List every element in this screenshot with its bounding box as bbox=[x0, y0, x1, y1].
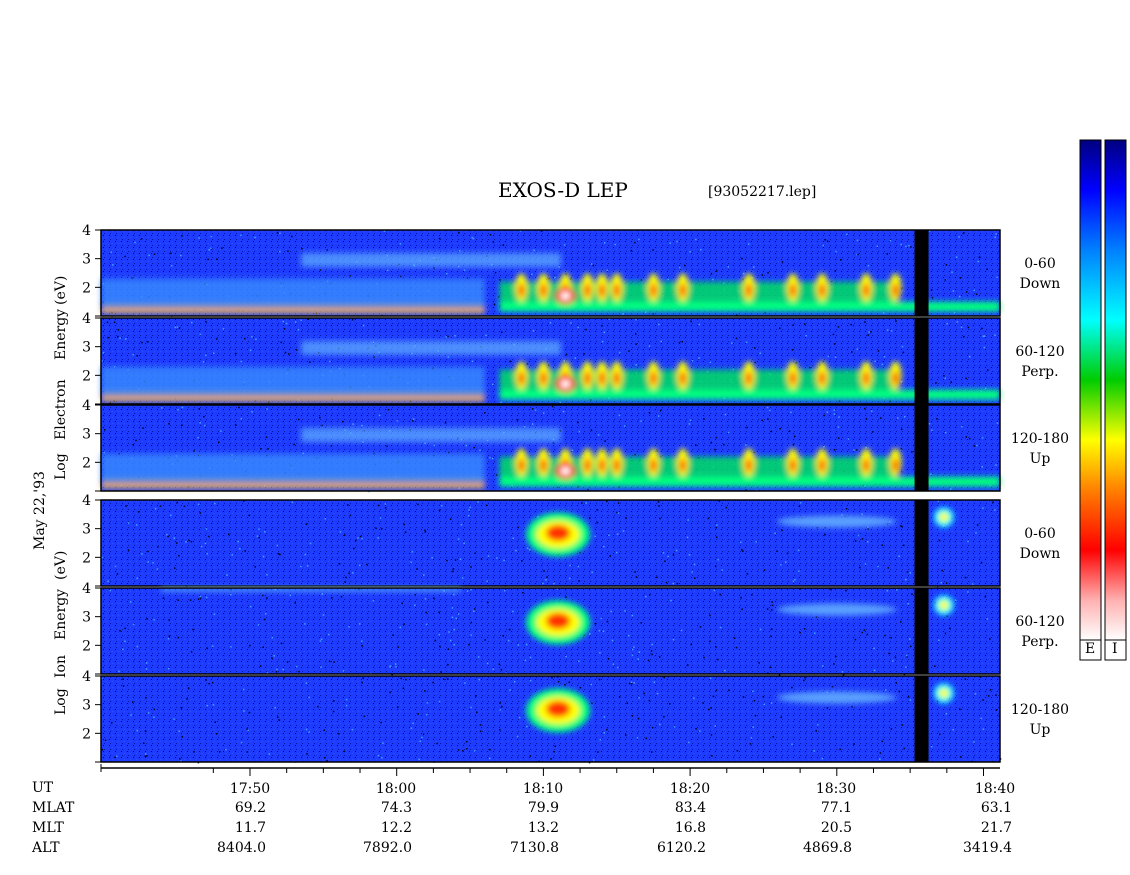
ephem-value-mlt: 20.5 bbox=[820, 820, 852, 836]
ephem-value-mlat: 83.4 bbox=[674, 800, 706, 816]
x-tick-label: 18:00 bbox=[376, 781, 416, 797]
electron-axis-label-unit: (eV) bbox=[53, 275, 69, 305]
panel-direction-label: Down bbox=[1019, 276, 1061, 292]
ephem-value-alt: 7130.8 bbox=[510, 840, 559, 856]
ephem-value-mlat: 79.9 bbox=[527, 800, 559, 816]
panel-pitch-label: 120-180 bbox=[1010, 431, 1070, 447]
colorbar-ion bbox=[1104, 139, 1127, 641]
ephem-value-alt: 4869.8 bbox=[803, 840, 852, 856]
x-tick-label: 18:40 bbox=[975, 781, 1015, 797]
x-tick-label: 18:30 bbox=[816, 781, 856, 797]
colorbar-electron-label: E bbox=[1085, 641, 1096, 657]
x-tick-label: 18:20 bbox=[670, 781, 710, 797]
y-tick-label: 4 bbox=[82, 493, 91, 509]
y-tick-label: 2 bbox=[82, 368, 91, 384]
ion-axis-label-energy: Energy bbox=[53, 588, 69, 640]
y-tick-label: 3 bbox=[82, 698, 91, 714]
ephem-value-mlt: 12.2 bbox=[380, 820, 412, 836]
panel-direction-label: Up bbox=[1029, 722, 1051, 738]
y-tick-label: 2 bbox=[82, 638, 91, 654]
ion-axis-label-unit: (eV) bbox=[53, 550, 69, 580]
date-label: May 22,'93 bbox=[32, 471, 48, 550]
panel-pitch-label: 120-180 bbox=[1010, 702, 1070, 718]
y-tick-label: 2 bbox=[82, 455, 91, 471]
ephem-label-mlt: MLT bbox=[32, 820, 64, 836]
panel-direction-label: Perp. bbox=[1021, 634, 1059, 650]
y-tick-label: 3 bbox=[82, 340, 91, 356]
electron-axis-label-species: Electron bbox=[53, 379, 69, 440]
ephem-value-alt: 6120.2 bbox=[657, 840, 706, 856]
ephem-label-mlat: MLAT bbox=[32, 800, 75, 816]
colorbar-electron bbox=[1079, 139, 1102, 641]
y-tick-label: 4 bbox=[82, 398, 91, 414]
panel-ion-2 bbox=[100, 675, 1002, 764]
electron-axis-label-log: Log bbox=[53, 453, 69, 480]
ephem-value-mlt: 11.7 bbox=[234, 820, 266, 836]
ephem-value-alt: 8404.0 bbox=[217, 840, 266, 856]
panel-ion-1 bbox=[100, 587, 1001, 676]
y-tick-label: 3 bbox=[82, 427, 91, 443]
y-tick-label: 3 bbox=[82, 610, 91, 626]
ephem-value-mlat: 63.1 bbox=[980, 800, 1012, 816]
colorbar-ion-label: I bbox=[1112, 641, 1118, 657]
y-tick-label: 4 bbox=[82, 223, 91, 239]
y-tick-label: 4 bbox=[82, 311, 91, 327]
chart-title: EXOS-D LEP bbox=[498, 178, 628, 202]
ephem-value-alt: 3419.4 bbox=[963, 840, 1012, 856]
y-tick-label: 2 bbox=[82, 550, 91, 566]
electron-axis-label-energy: Energy bbox=[53, 308, 69, 360]
y-tick-label: 2 bbox=[82, 280, 91, 296]
ephem-value-mlat: 69.2 bbox=[234, 800, 266, 816]
panel-direction-label: Up bbox=[1029, 451, 1051, 467]
ephem-value-mlat: 77.1 bbox=[820, 800, 852, 816]
y-tick-label: 4 bbox=[82, 669, 91, 685]
ephem-value-mlt: 13.2 bbox=[527, 820, 559, 836]
y-tick-label: 4 bbox=[82, 581, 91, 597]
panel-pitch-label: 0-60 bbox=[1024, 256, 1056, 272]
x-tick-label: 17:50 bbox=[230, 781, 270, 797]
ephem-value-mlt: 16.8 bbox=[674, 820, 706, 836]
ion-axis-label-log: Log bbox=[53, 688, 69, 715]
panel-electron-1 bbox=[100, 317, 1001, 405]
ion-axis-label-species: Ion bbox=[53, 655, 69, 678]
panel-electron-0 bbox=[100, 229, 1001, 318]
panel-direction-label: Perp. bbox=[1021, 364, 1059, 380]
panel-ion-0 bbox=[100, 499, 1001, 588]
panel-pitch-label: 60-120 bbox=[1015, 614, 1065, 630]
panel-pitch-label: 60-120 bbox=[1015, 344, 1065, 360]
ephem-label-alt: ALT bbox=[32, 840, 60, 856]
ephem-value-mlt: 21.7 bbox=[980, 820, 1012, 836]
ephem-value-mlat: 74.3 bbox=[380, 800, 412, 816]
y-tick-label: 2 bbox=[82, 726, 91, 742]
file-name: [93052217.lep] bbox=[708, 184, 817, 200]
x-tick-label: 18:10 bbox=[523, 781, 563, 797]
panel-electron-2 bbox=[100, 404, 1001, 493]
panel-pitch-label: 0-60 bbox=[1024, 526, 1056, 542]
ephem-label-ut: UT bbox=[32, 780, 54, 796]
panel-direction-label: Down bbox=[1019, 546, 1061, 562]
y-tick-label: 3 bbox=[82, 252, 91, 268]
y-tick-label: 3 bbox=[82, 522, 91, 538]
ephem-value-alt: 7892.0 bbox=[363, 840, 412, 856]
